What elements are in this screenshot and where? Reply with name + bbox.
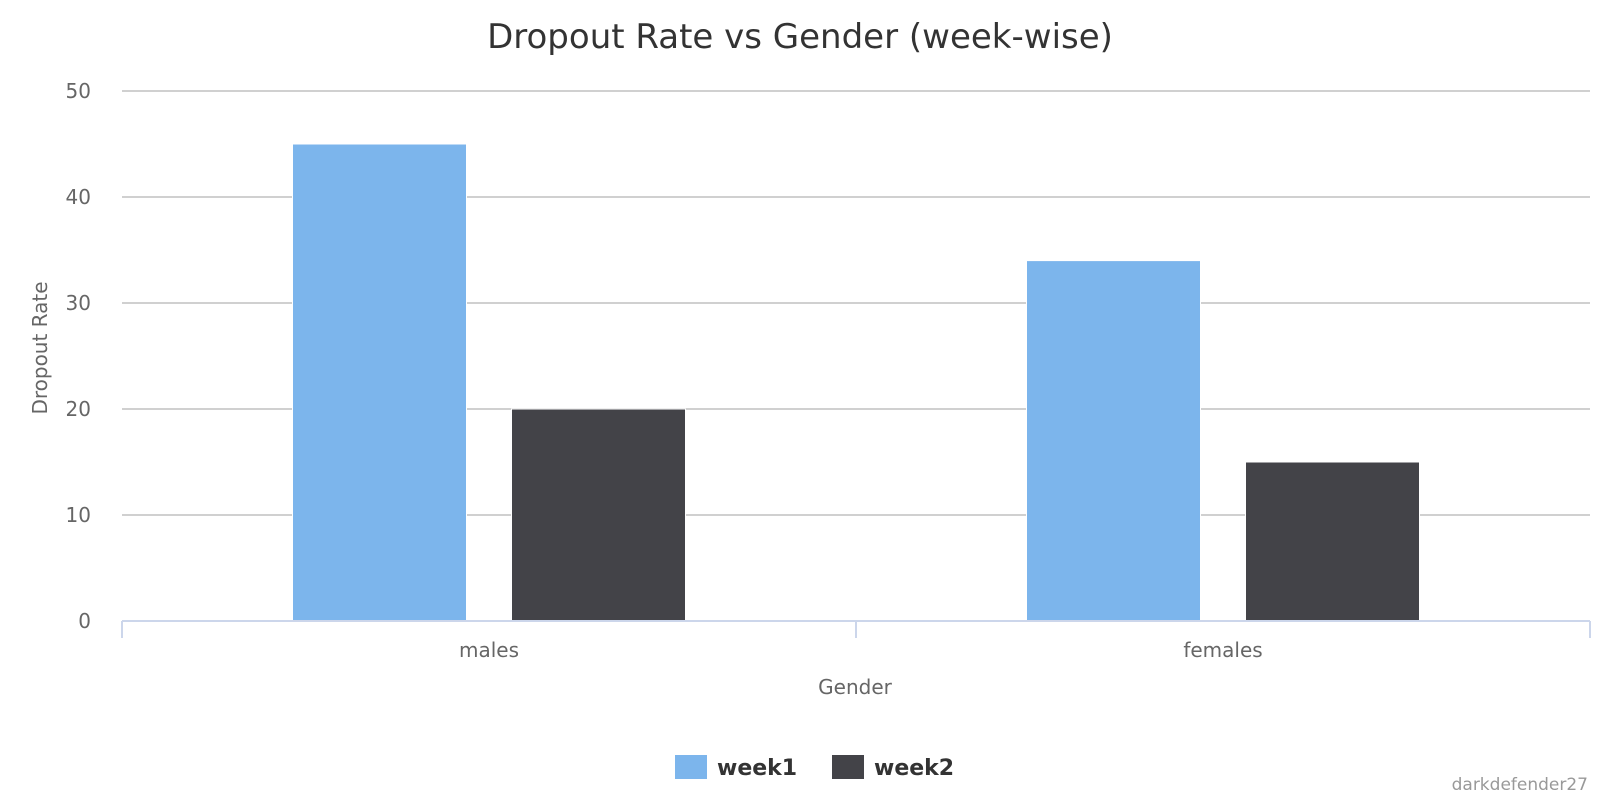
legend-item-week2[interactable]: week2 [832, 755, 954, 781]
x-axis: males females [121, 620, 1591, 662]
bar-week1-females [1026, 260, 1201, 622]
chart-title: Dropout Rate vs Gender (week-wise) [487, 17, 1113, 57]
legend-swatch [832, 755, 864, 779]
bar-week2-males [511, 408, 686, 622]
y-tick-label: 0 [78, 609, 91, 633]
legend-swatch [675, 755, 707, 779]
legend-label: week1 [717, 756, 797, 781]
credit-text[interactable]: darkdefender27 [1452, 775, 1588, 795]
y-axis-title: Dropout Rate [28, 281, 52, 414]
y-tick-label: 20 [66, 397, 91, 421]
legend: week1 week2 [675, 755, 954, 781]
legend-label: week2 [874, 756, 954, 781]
x-axis-title: Gender [818, 675, 892, 699]
bar-week1-males [292, 143, 467, 622]
legend-item-week1[interactable]: week1 [675, 755, 797, 781]
x-tick-label: males [459, 638, 519, 662]
bar-week2-females [1245, 461, 1420, 622]
y-tick-label: 30 [66, 291, 91, 315]
y-tick-label: 10 [66, 503, 91, 527]
y-axis-ticks: 0 10 20 30 40 50 [66, 79, 91, 633]
y-tick-label: 50 [66, 79, 91, 103]
y-tick-label: 40 [66, 185, 91, 209]
bars [292, 143, 1420, 622]
x-tick-label: females [1183, 638, 1262, 662]
